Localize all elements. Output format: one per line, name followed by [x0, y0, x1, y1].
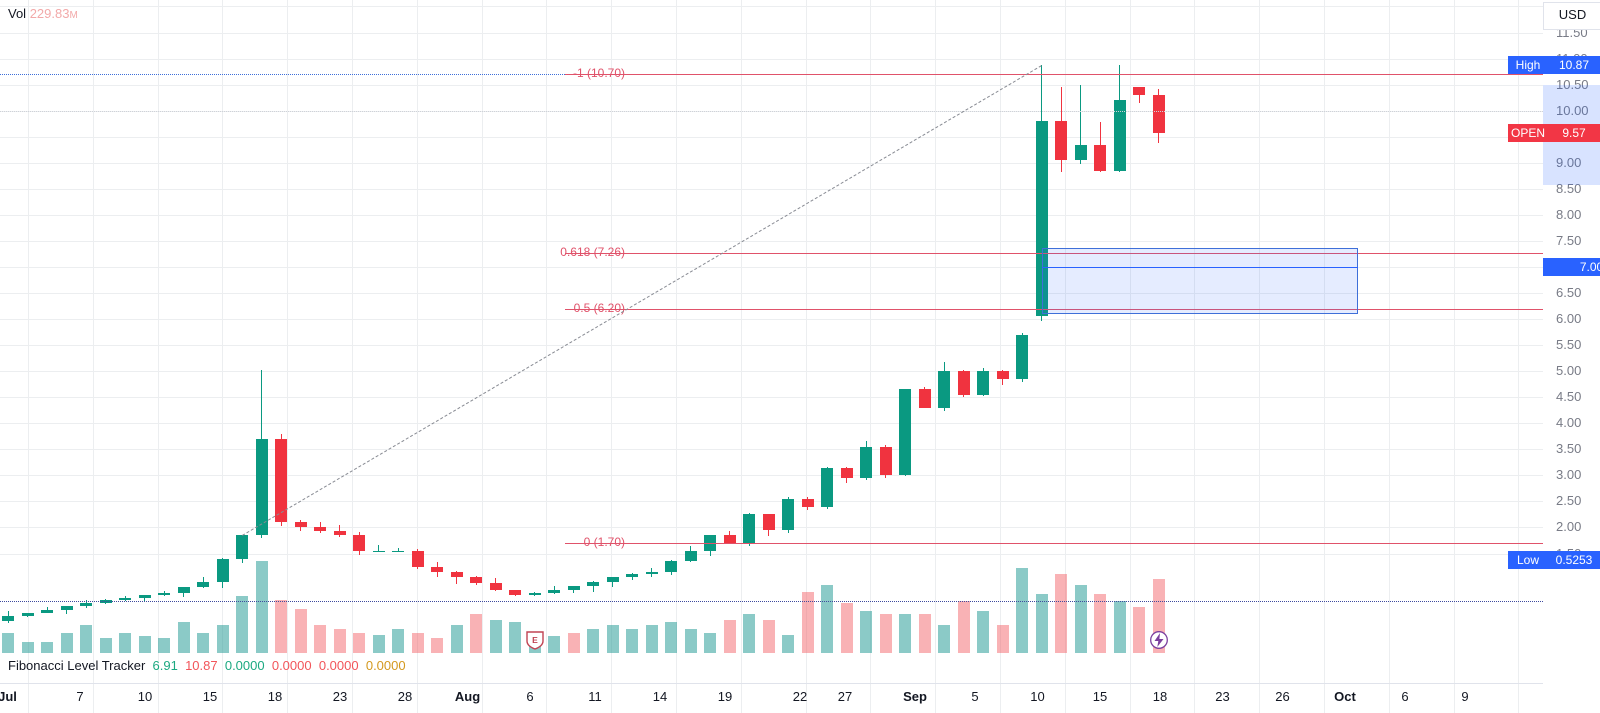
svg-text:E: E: [532, 635, 538, 645]
